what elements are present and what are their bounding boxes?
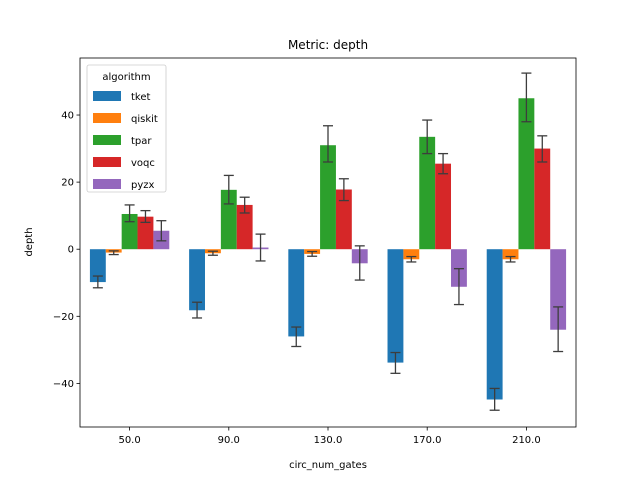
error-bar-tpar-0 (124, 204, 135, 223)
error-bar-tket-1 (192, 301, 203, 319)
legend-label-tket: tket (131, 92, 151, 103)
legend-title: algorithm (102, 72, 150, 83)
bar-voqc-2 (335, 189, 352, 250)
error-bar-qiskit-3 (406, 255, 417, 263)
y-tick-label: 0 (68, 245, 74, 256)
bar-voqc-3 (435, 163, 452, 250)
x-axis-label: circ_num_gates (289, 460, 367, 471)
bar-qiskit-3 (403, 249, 420, 260)
error-bar-tket-4 (489, 387, 500, 411)
error-bar-tpar-1 (223, 174, 234, 205)
bars-group (89, 98, 567, 400)
error-bar-voqc-1 (239, 196, 250, 214)
error-bar-qiskit-2 (307, 250, 318, 257)
y-tick-label: −40 (53, 379, 74, 390)
legend-swatch-qiskit (93, 113, 121, 123)
legend-swatch-tket (93, 91, 121, 101)
error-bar-pyzx-4 (553, 306, 564, 353)
error-bar-voqc-3 (438, 152, 449, 175)
error-bar-pyzx-2 (354, 245, 365, 281)
y-axis-label: depth (24, 227, 35, 256)
error-bar-qiskit-1 (207, 250, 218, 256)
error-bar-voqc-2 (338, 178, 349, 202)
y-tick-label: 40 (61, 111, 74, 122)
error-bar-qiskit-0 (108, 250, 119, 256)
y-axis: −40 −20 0 20 40 (53, 111, 80, 390)
bar-tpar-3 (419, 136, 436, 250)
bar-tket-1 (189, 249, 205, 311)
error-bar-tpar-2 (323, 125, 333, 163)
x-tick-label: 50.0 (118, 435, 140, 446)
legend: algorithm tket qiskit tpar voqc pyzx (86, 64, 167, 193)
error-bar-pyzx-3 (453, 268, 464, 306)
bar-pyzx-4 (550, 249, 567, 330)
x-axis: 50.0 90.0 130.0 170.0 210.0 (118, 427, 541, 446)
error-bar-qiskit-4 (505, 255, 516, 263)
bar-tpar-1 (220, 189, 237, 250)
bar-tket-3 (387, 249, 404, 363)
x-tick-label: 210.0 (512, 435, 541, 446)
error-bars-group (92, 72, 564, 411)
bar-tket-2 (288, 249, 305, 337)
bar-voqc-4 (534, 148, 551, 250)
error-bar-pyzx-0 (156, 220, 167, 242)
bar-pyzx-3 (451, 249, 467, 287)
legend-swatch-voqc (93, 157, 121, 167)
error-bar-tket-2 (291, 326, 302, 348)
y-tick-label: −20 (53, 312, 74, 323)
bar-qiskit-4 (502, 249, 519, 260)
error-bar-tket-3 (390, 351, 401, 374)
error-bar-voqc-0 (140, 209, 151, 224)
bar-tpar-4 (518, 98, 535, 250)
error-bar-tpar-3 (422, 119, 433, 155)
chart-title: Metric: depth (288, 38, 368, 52)
legend-label-voqc: voqc (131, 158, 155, 169)
error-bar-voqc-4 (537, 135, 548, 163)
x-tick-label: 170.0 (413, 435, 442, 446)
legend-swatch-pyzx (93, 179, 121, 189)
legend-label-tpar: tpar (131, 136, 152, 147)
bar-tket-0 (89, 249, 106, 283)
error-bar-tket-0 (92, 275, 103, 289)
error-bar-tpar-4 (521, 72, 532, 123)
x-tick-label: 130.0 (314, 435, 343, 446)
error-bar-pyzx-1 (255, 233, 266, 262)
bar-voqc-1 (236, 204, 253, 250)
legend-swatch-tpar (93, 135, 121, 145)
legend-label-qiskit: qiskit (131, 114, 158, 125)
legend-label-pyzx: pyzx (131, 180, 155, 191)
bar-tpar-0 (121, 213, 138, 250)
y-tick-label: 20 (61, 178, 74, 189)
bar-tket-4 (486, 249, 503, 400)
legend-frame (86, 64, 167, 193)
bar-tpar-2 (320, 145, 336, 250)
x-tick-label: 90.0 (218, 435, 240, 446)
bar-voqc-0 (137, 216, 154, 250)
